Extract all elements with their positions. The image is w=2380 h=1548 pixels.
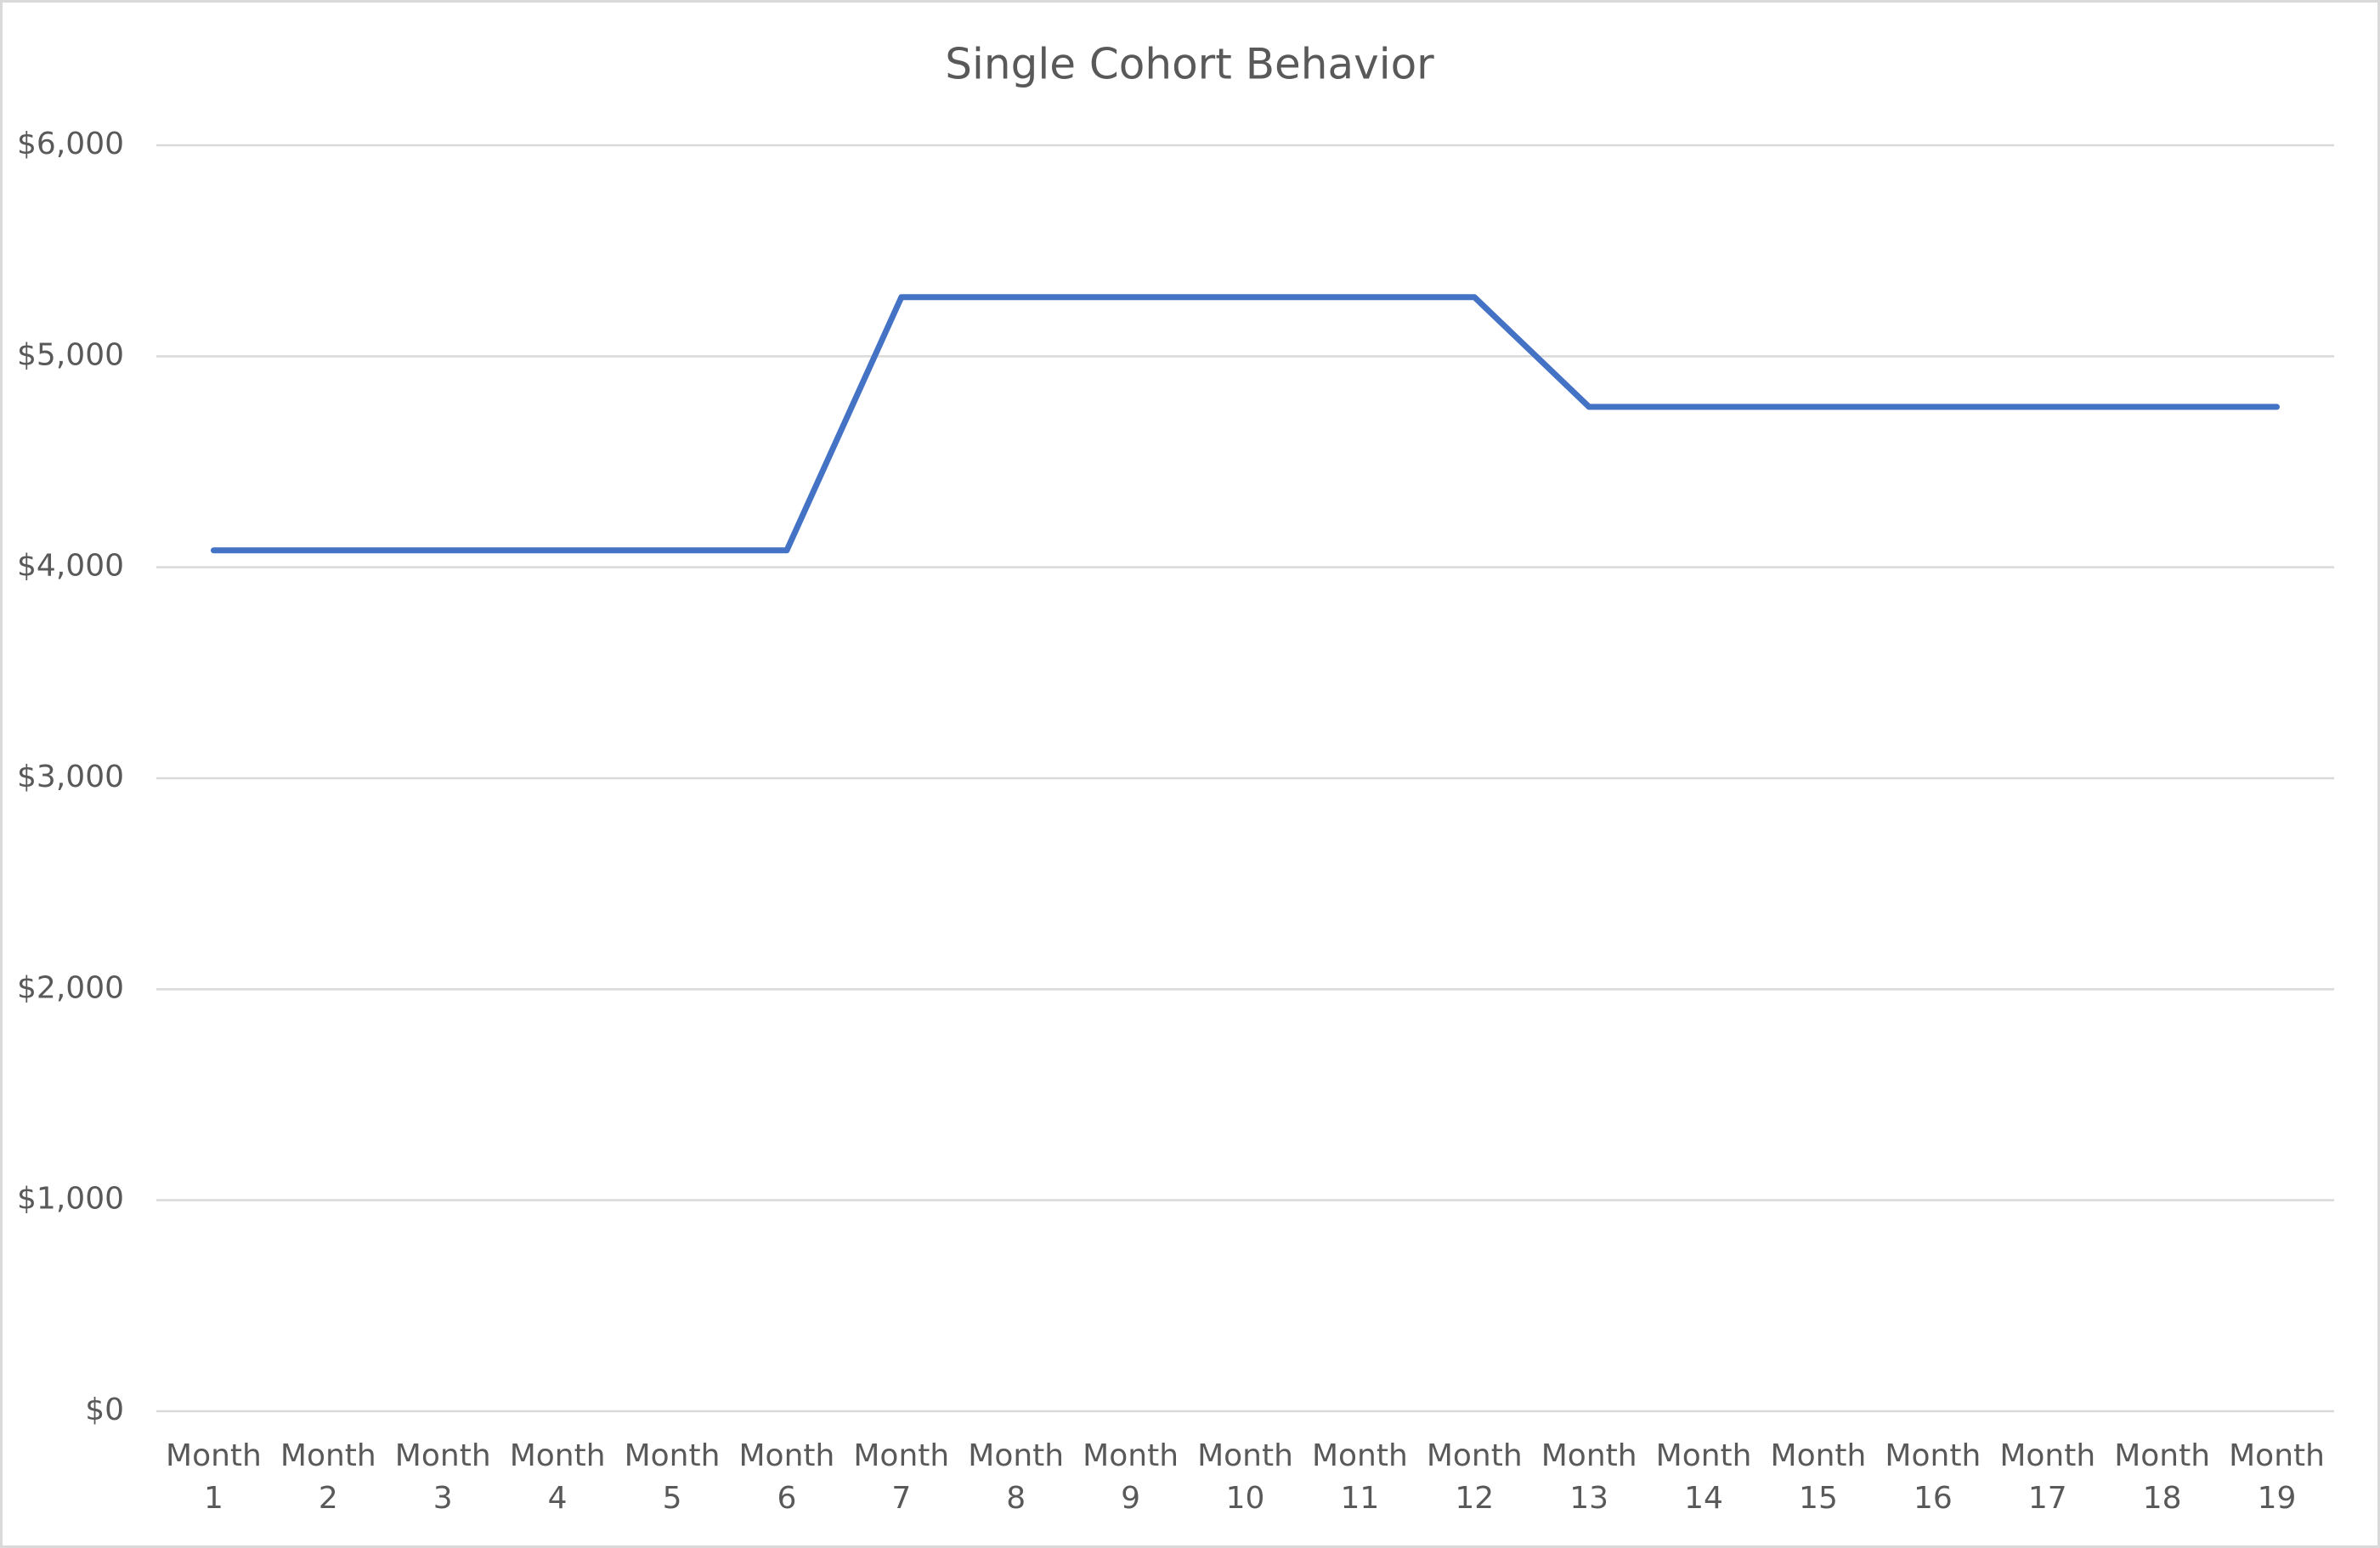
x-tick-label: Month 19 (2229, 1438, 2325, 1516)
y-tick-label: $2,000 (17, 970, 124, 1005)
x-tick-label: Month 9 (1083, 1438, 1179, 1516)
x-tick-label: Month 12 (1426, 1438, 1523, 1516)
x-tick-label: Month 4 (509, 1438, 606, 1516)
x-tick-label: Month 18 (2114, 1438, 2211, 1516)
x-tick-label: Month 5 (624, 1438, 721, 1516)
y-tick-label: $0 (85, 1393, 124, 1427)
y-tick-label: $1,000 (17, 1182, 124, 1217)
y-tick-label: $4,000 (17, 549, 124, 584)
x-tick-label: Month 13 (1540, 1438, 1637, 1516)
x-tick-label: Month 6 (738, 1438, 835, 1516)
x-tick-label: Month 14 (1655, 1438, 1752, 1516)
x-tick-label: Month 1 (166, 1438, 262, 1516)
x-tick-label: Month 2 (280, 1438, 376, 1516)
y-tick-label: $3,000 (17, 760, 124, 794)
x-tick-label: Month 8 (968, 1438, 1065, 1516)
x-tick-label: Month 7 (853, 1438, 950, 1516)
x-tick-label: Month 17 (1999, 1438, 2096, 1516)
chart-title: Single Cohort Behavior (945, 40, 1434, 89)
x-tick-label: Month 11 (1311, 1438, 1408, 1516)
x-tick-label: Month 15 (1770, 1438, 1867, 1516)
x-tick-label: Month 10 (1197, 1438, 1293, 1516)
x-tick-label: Month 3 (394, 1438, 491, 1516)
y-tick-label: $6,000 (17, 127, 124, 161)
x-tick-label: Month 16 (1885, 1438, 1981, 1516)
y-tick-label: $5,000 (17, 337, 124, 372)
data-line (210, 294, 2281, 554)
